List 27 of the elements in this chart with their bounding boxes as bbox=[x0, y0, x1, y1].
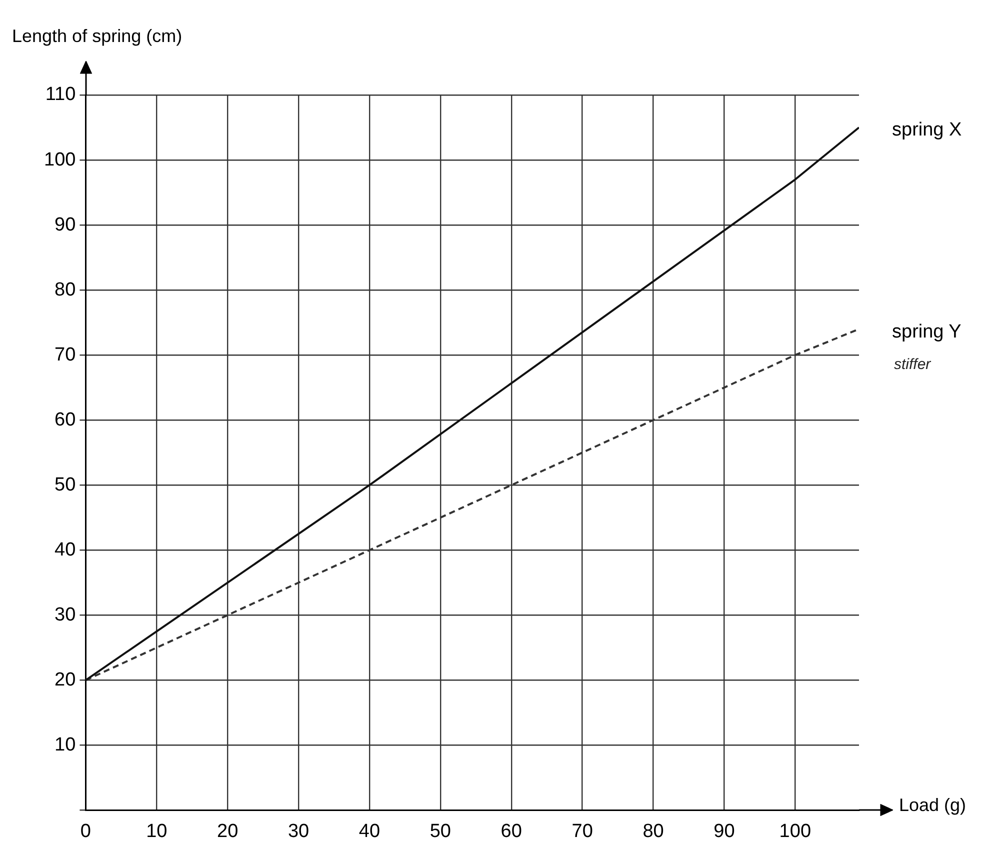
y-tick-label: 90 bbox=[54, 214, 76, 236]
x-tick-label: 30 bbox=[288, 820, 310, 842]
y-axis-title: Length of spring (cm) bbox=[12, 26, 182, 46]
x-tick-label: 10 bbox=[146, 820, 168, 842]
x-tick-label: 50 bbox=[430, 820, 451, 842]
x-tick-label: 80 bbox=[642, 820, 664, 842]
y-tick-label: 70 bbox=[54, 344, 76, 366]
y-tick-label: 30 bbox=[54, 604, 76, 626]
y-tick-label: 10 bbox=[54, 734, 76, 756]
text: stiffer bbox=[894, 356, 932, 374]
y-tick-label: 100 bbox=[44, 149, 76, 170]
y-tick-label: 50 bbox=[54, 474, 76, 496]
x-tick-label: 60 bbox=[500, 820, 522, 842]
series-label: spring X bbox=[892, 120, 962, 141]
y-tick-label: 40 bbox=[54, 539, 76, 560]
y-tick-label: 110 bbox=[45, 84, 76, 106]
y-tick-label: 60 bbox=[54, 409, 76, 430]
x-tick-label: 20 bbox=[217, 820, 238, 842]
x-tick-label: 90 bbox=[714, 820, 735, 842]
x-tick-label: 70 bbox=[572, 820, 593, 842]
x-axis-title: Load (g) bbox=[899, 795, 966, 816]
x-tick-label: 40 bbox=[358, 820, 380, 842]
series-label: spring Y bbox=[892, 321, 962, 342]
x-tick-label: 100 bbox=[779, 820, 811, 842]
y-tick-label: 20 bbox=[54, 669, 76, 690]
y-tick-label: 80 bbox=[54, 279, 76, 300]
x-tick-label: 0 bbox=[80, 820, 91, 842]
